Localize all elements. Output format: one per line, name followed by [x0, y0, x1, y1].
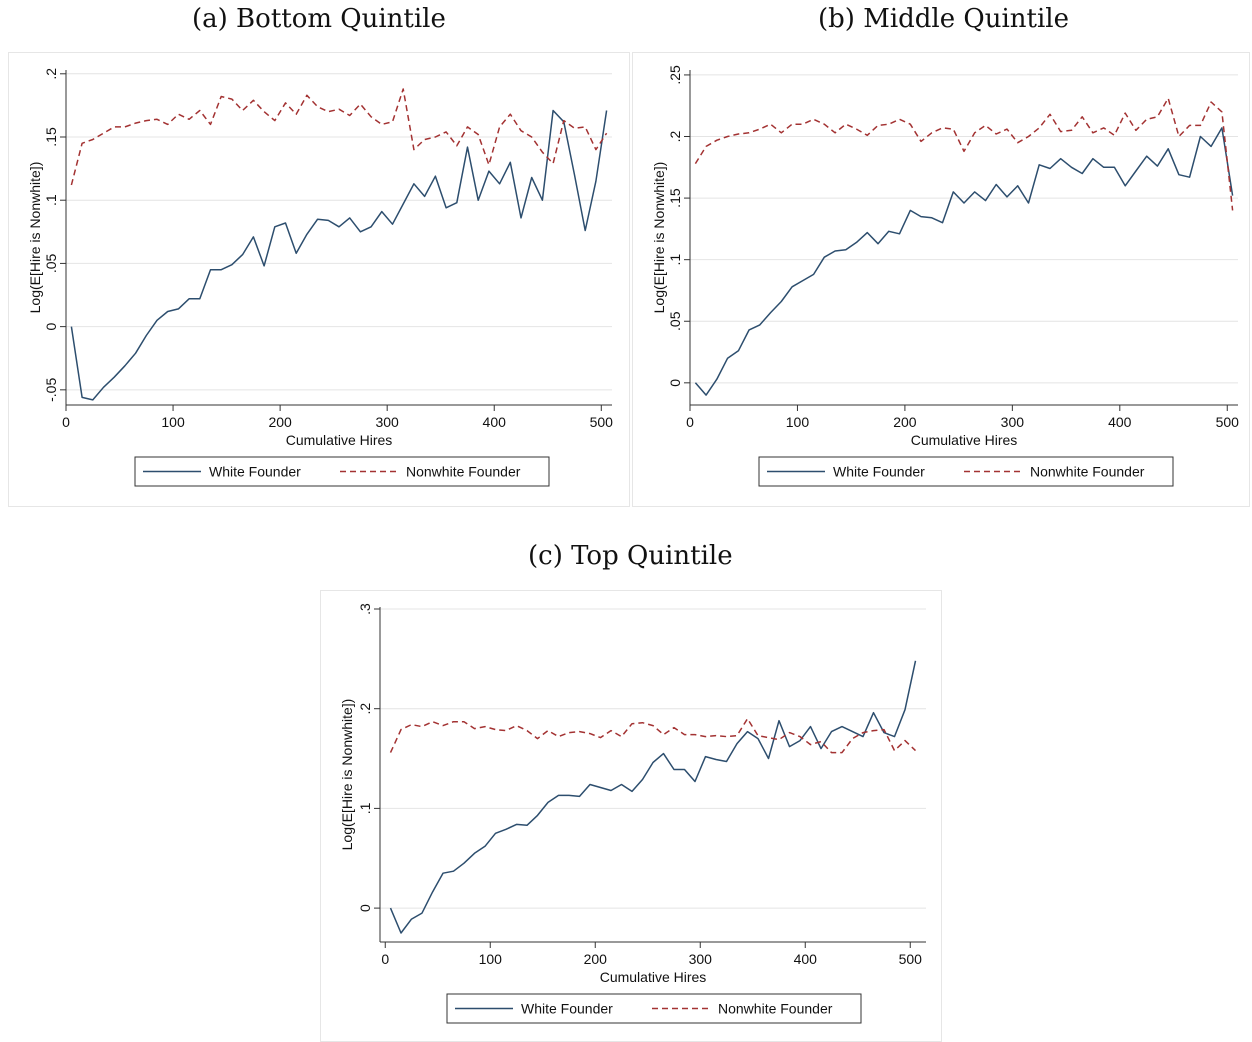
nonwhite-founder-line [694, 97, 1234, 211]
x-tick-label: 0 [686, 414, 694, 430]
x-tick-label: 300 [689, 951, 713, 967]
legend-white-founder-label: White Founder [833, 464, 925, 480]
x-axis-title: Cumulative Hires [911, 432, 1018, 448]
legend-white-founder-label: White Founder [209, 464, 301, 480]
x-tick-label: 500 [590, 414, 614, 430]
nonwhite-founder-line [389, 717, 917, 754]
y-tick-label: .1 [667, 254, 683, 266]
y-tick-label: 0 [667, 379, 683, 387]
y-tick-label: 0 [43, 323, 59, 331]
x-axis-title: Cumulative Hires [286, 432, 393, 448]
x-tick-label: 100 [479, 951, 503, 967]
y-tick-label: .25 [667, 65, 683, 85]
y-tick-label: .1 [357, 802, 373, 814]
y-axis-title: Log(E[Hire is Nonwhite]) [27, 162, 43, 314]
legend-white-founder-label: White Founder [521, 1001, 613, 1017]
white-founder-line [70, 109, 608, 401]
panel-c-caption: (c) Top Quintile [528, 541, 733, 571]
x-tick-label: 300 [375, 414, 399, 430]
y-tick-label: .2 [667, 130, 683, 142]
y-tick-label: -.05 [43, 378, 59, 402]
x-tick-label: 500 [899, 951, 923, 967]
x-tick-label: 200 [268, 414, 292, 430]
y-tick-label: .05 [43, 253, 59, 273]
panel-c-frame [320, 590, 942, 1042]
legend-nonwhite-founder-label: Nonwhite Founder [406, 464, 521, 480]
y-tick-label: .05 [667, 311, 683, 331]
y-tick-label: 0 [357, 904, 373, 912]
panel-b-frame [632, 52, 1250, 507]
white-founder-line [694, 127, 1234, 396]
x-tick-label: 400 [1108, 414, 1132, 430]
legend-nonwhite-founder-label: Nonwhite Founder [1030, 464, 1145, 480]
y-tick-label: .1 [43, 194, 59, 206]
x-tick-label: 300 [1001, 414, 1025, 430]
x-axis-title: Cumulative Hires [600, 969, 707, 985]
legend-nonwhite-founder-label: Nonwhite Founder [718, 1001, 833, 1017]
chart-c: 0 .1 .2 .3 0 100 200 300 400 500 Cumulative Hires L… [339, 603, 926, 1024]
chart-b: 0 .05 .1 .15 .2 .25 0 100 200 300 400 500 Cumulative… [651, 65, 1240, 487]
y-tick-label: .3 [357, 603, 373, 615]
panel-b-caption: (b) Middle Quintile [818, 4, 1069, 34]
y-tick-label: .2 [43, 68, 59, 80]
x-tick-label: 500 [1216, 414, 1240, 430]
nonwhite-founder-line [70, 88, 608, 186]
chart-a: -.050.05.1.15.20 100 200 300 400 500Cumulativ… [27, 68, 614, 487]
x-tick-label: 0 [62, 414, 70, 430]
panel-a-caption: (a) Bottom Quintile [192, 4, 446, 34]
y-tick-label: .2 [357, 703, 373, 715]
panel-a-frame [8, 52, 630, 507]
x-tick-label: 200 [893, 414, 917, 430]
y-axis-title: Log(E[Hire is Nonwhite]) [651, 162, 667, 314]
y-axis-title: Log(E[Hire is Nonwhite]) [339, 699, 355, 851]
x-tick-label: 200 [584, 951, 608, 967]
x-tick-label: 0 [381, 951, 389, 967]
x-tick-label: 400 [794, 951, 818, 967]
white-founder-line [389, 660, 917, 934]
y-tick-label: .15 [667, 188, 683, 208]
x-tick-label: 400 [483, 414, 507, 430]
x-tick-label: 100 [786, 414, 810, 430]
y-tick-label: .15 [43, 127, 59, 147]
x-tick-label: 100 [161, 414, 185, 430]
